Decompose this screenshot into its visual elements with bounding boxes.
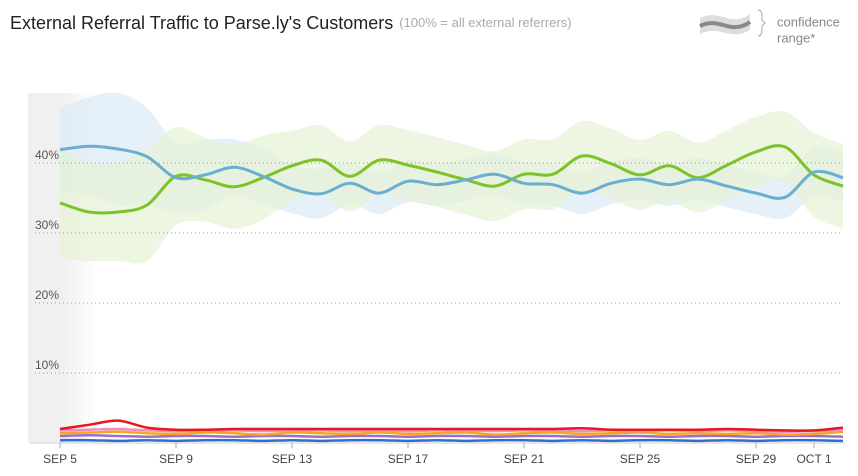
chart-title: External Referral Traffic to Parse.ly's … bbox=[10, 13, 572, 33]
series-line bbox=[59, 419, 844, 432]
confidence-band bbox=[60, 111, 843, 264]
legend: confidence range* bbox=[699, 9, 840, 45]
legend-text: confidence bbox=[777, 14, 840, 29]
x-tick-label: SEP 5 bbox=[43, 452, 77, 466]
x-tick-label: SEP 25 bbox=[620, 452, 661, 466]
series-line bbox=[59, 144, 844, 215]
x-tick-label: SEP 17 bbox=[388, 452, 429, 466]
y-tick-label: 30% bbox=[35, 218, 59, 232]
x-tick-label: SEP 9 bbox=[159, 452, 193, 466]
y-tick-label: 20% bbox=[35, 288, 59, 302]
legend-brace bbox=[757, 9, 766, 37]
x-tick-label: OCT 1 bbox=[796, 452, 831, 466]
series-line bbox=[59, 438, 844, 443]
x-tick-label: SEP 21 bbox=[504, 452, 545, 466]
x-tick-label: SEP 29 bbox=[736, 452, 777, 466]
title-text: External Referral Traffic to Parse.ly's … bbox=[10, 13, 393, 33]
legend-text: range* bbox=[777, 30, 815, 45]
series-line bbox=[59, 430, 844, 436]
series-line bbox=[59, 434, 844, 438]
x-tick-label: SEP 13 bbox=[272, 452, 313, 466]
y-tick-label: 10% bbox=[35, 358, 59, 372]
series-line bbox=[59, 144, 844, 200]
subtitle: (100% = all external referrers) bbox=[399, 15, 571, 30]
legend-line bbox=[699, 20, 752, 30]
y-tick-label: 40% bbox=[35, 148, 59, 162]
